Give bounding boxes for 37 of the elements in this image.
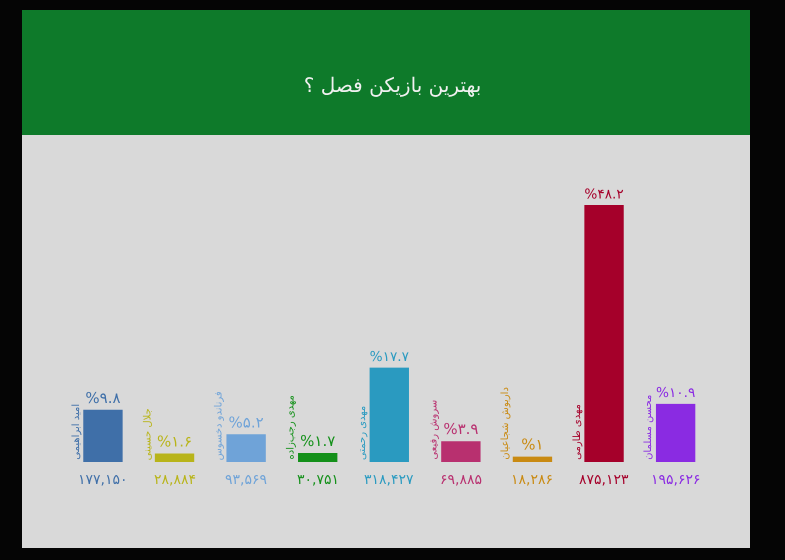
text: ۱۹۵,۶۲۶ — [651, 472, 701, 488]
data-label: %۹.۸ — [85, 388, 121, 407]
text: ۹۳,۵۶۹ — [225, 472, 268, 488]
bar — [154, 453, 194, 462]
bar — [298, 452, 338, 462]
data-label: %۱.۶ — [156, 432, 192, 450]
bar — [441, 441, 481, 462]
data-label: %۱۷.۷ — [370, 348, 409, 365]
x-tick-label: فرناندو دخسوس — [213, 391, 224, 460]
x-tick-label: مهدی رجب‌زاده — [286, 395, 296, 460]
bar — [512, 456, 552, 462]
bar — [370, 368, 409, 462]
x-tick-label: جلال حسینی — [142, 408, 154, 460]
data-label: %۱.۷ — [300, 432, 336, 450]
x-tick-label: سروش رفیعی — [428, 400, 440, 460]
x-tick-label: مهدی رحمتی — [357, 406, 368, 460]
bar — [584, 205, 624, 462]
bar — [83, 410, 123, 462]
text: ۲۸,۸۸۴ — [154, 472, 196, 488]
data-label: %۱ — [521, 436, 544, 454]
text: ۱۷۷,۱۵۰ — [78, 472, 128, 488]
data-label: %۱۰.۹ — [656, 385, 696, 402]
text: ۳۰,۷۵۱ — [297, 472, 340, 488]
x-tick-label: محسن مسلمان — [642, 394, 654, 460]
data-label: %۳.۹ — [443, 420, 478, 438]
text: ۸۷۵,۱۲۳ — [579, 472, 630, 488]
data-label: %۴۸.۲ — [584, 186, 624, 202]
x-tick-label: امید ابراهیمی — [70, 404, 82, 460]
bar — [656, 404, 696, 462]
x-tick-label: مهدی طارمی — [572, 404, 583, 460]
text: ۶۹,۸۸۵ — [440, 472, 482, 488]
chart-title: بهترین بازیکن فصل ؟ — [304, 73, 482, 97]
x-tick-label: داریوش شجاعیان — [500, 387, 511, 460]
text: ۳۱۸,۴۲۷ — [364, 472, 414, 488]
text: ۱۸,۲۸۶ — [511, 472, 554, 488]
bar — [226, 434, 266, 462]
data-label: %۵.۲ — [228, 413, 264, 432]
